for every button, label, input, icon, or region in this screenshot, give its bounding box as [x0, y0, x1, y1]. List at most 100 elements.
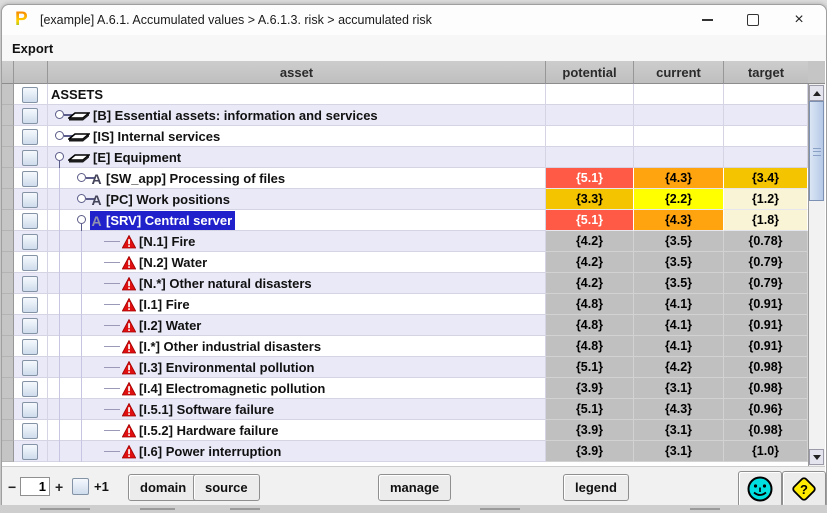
- asset-cell[interactable]: [I.*] Other industrial disasters: [48, 336, 546, 357]
- table-row[interactable]: [N.*] Other natural disasters {4.2} {3.5}{…: [2, 273, 825, 294]
- tree-node[interactable]: [N.*] Other natural disasters: [122, 274, 315, 293]
- tree-node[interactable]: [I.4] Electromagnetic pollution: [122, 379, 328, 398]
- tree-node[interactable]: [N.1] Fire: [122, 232, 198, 251]
- asset-cell[interactable]: [N.2] Water: [48, 252, 546, 273]
- asset-cell[interactable]: [N.1] Fire: [48, 231, 546, 252]
- row-checkbox[interactable]: [22, 255, 38, 271]
- plus-one-checkbox[interactable]: [72, 478, 89, 495]
- asset-cell[interactable]: [I.1] Fire: [48, 294, 546, 315]
- minimize-icon: [701, 19, 713, 21]
- row-checkbox[interactable]: [22, 402, 38, 418]
- zoom-out-button[interactable]: −: [8, 479, 17, 495]
- asset-cell[interactable]: [I.5.1] Software failure: [48, 399, 546, 420]
- header-current[interactable]: current: [634, 61, 724, 84]
- asset-cell[interactable]: [N.*] Other natural disasters: [48, 273, 546, 294]
- asset-cell[interactable]: [I.2] Water: [48, 315, 546, 336]
- vertical-scrollbar[interactable]: [808, 61, 825, 466]
- row-checkbox[interactable]: [22, 297, 38, 313]
- asset-cell[interactable]: [I.5.2] Hardware failure: [48, 420, 546, 441]
- header-potential[interactable]: potential: [546, 61, 634, 84]
- row-checkbox[interactable]: [22, 171, 38, 187]
- table-row[interactable]: [I.6] Power interruption {3.9} {3.1} {1.0}: [2, 441, 825, 462]
- row-checkbox[interactable]: [22, 87, 38, 103]
- tree-node[interactable]: [I.2] Water: [122, 316, 204, 335]
- tree-node[interactable]: [E] Equipment: [68, 148, 184, 167]
- table-row[interactable]: [E] Equipment: [2, 147, 825, 168]
- table-row[interactable]: [I.2] Water {4.8} {4.1} {0.91}: [2, 315, 825, 336]
- tree-node[interactable]: [I.6] Power interruption: [122, 442, 284, 461]
- zoom-in-button[interactable]: +: [55, 479, 64, 495]
- row-checkbox[interactable]: [22, 381, 38, 397]
- asset-cell[interactable]: [IS] Internal services: [48, 126, 546, 147]
- tree-node-selected[interactable]: A [SRV] Central server: [90, 211, 236, 230]
- row-checkbox[interactable]: [22, 276, 38, 292]
- tree-node[interactable]: [B] Essential assets: information and se…: [68, 106, 381, 125]
- minimize-button[interactable]: [684, 5, 730, 35]
- tree-node[interactable]: [N.2] Water: [122, 253, 210, 272]
- asset-cell[interactable]: A [PC] Work positions: [48, 189, 546, 210]
- table-row[interactable]: A [SRV] Central server {5.1} {4.3} {1.8}: [2, 210, 825, 231]
- row-checkbox[interactable]: [22, 360, 38, 376]
- row-checkbox[interactable]: [22, 234, 38, 250]
- table-row[interactable]: [I.4] Electromagnetic pollution {3.9} {3.1…: [2, 378, 825, 399]
- menu-export[interactable]: Export: [12, 40, 54, 56]
- tree-node-label: [IS] Internal services: [93, 129, 221, 144]
- asset-cell[interactable]: A [SRV] Central server: [48, 210, 546, 231]
- help-button[interactable]: ?: [782, 471, 826, 507]
- row-checkbox[interactable]: [22, 339, 38, 355]
- table-row[interactable]: [I.*] Other industrial disasters {4.8} {4.…: [2, 336, 825, 357]
- table-row[interactable]: [IS] Internal services: [2, 126, 825, 147]
- row-checkbox[interactable]: [22, 444, 38, 460]
- table-row[interactable]: [I.5.2] Hardware failure {3.9} {3.1} {0.98}: [2, 420, 825, 441]
- scroll-up-button[interactable]: [809, 85, 824, 101]
- tree-node[interactable]: [I.1] Fire: [122, 295, 193, 314]
- asset-cell[interactable]: [E] Equipment: [48, 147, 546, 168]
- asset-cell[interactable]: [I.6] Power interruption: [48, 441, 546, 462]
- warning-icon: [122, 339, 136, 353]
- table-row[interactable]: A [PC] Work positions {3.3} {2.2} {1.2}: [2, 189, 825, 210]
- scrollbar-thumb[interactable]: [809, 101, 824, 201]
- row-checkbox[interactable]: [22, 192, 38, 208]
- table-row[interactable]: [B] Essential assets: information and se…: [2, 105, 825, 126]
- manage-button[interactable]: manage: [378, 474, 452, 501]
- checkbox-cell: [14, 126, 48, 147]
- asset-cell[interactable]: [I.4] Electromagnetic pollution: [48, 378, 546, 399]
- scroll-down-button[interactable]: [809, 449, 824, 465]
- tree-node[interactable]: [I.3] Environmental pollution: [122, 358, 318, 377]
- row-checkbox[interactable]: [22, 213, 38, 229]
- title-bar[interactable]: P [example] A.6.1. Accumulated values > …: [2, 5, 826, 35]
- tree-node[interactable]: [I.5.2] Hardware failure: [122, 421, 281, 440]
- tree-node[interactable]: [IS] Internal services: [68, 127, 223, 146]
- row-checkbox[interactable]: [22, 318, 38, 334]
- tree-node[interactable]: A [SW_app] Processing of files: [90, 169, 288, 188]
- tree-node[interactable]: A [PC] Work positions: [90, 190, 233, 209]
- row-checkbox[interactable]: [22, 108, 38, 124]
- table-row[interactable]: A [SW_app] Processing of files {5.1} {4.3}{…: [2, 168, 825, 189]
- header-target[interactable]: target: [724, 61, 808, 84]
- legend-button[interactable]: legend: [563, 474, 629, 501]
- table-row[interactable]: [N.2] Water {4.2} {3.5} {0.79}: [2, 252, 825, 273]
- header-asset[interactable]: asset: [48, 61, 546, 84]
- source-button[interactable]: source: [193, 474, 260, 501]
- asset-cell[interactable]: [B] Essential assets: information and se…: [48, 105, 546, 126]
- mood-button[interactable]: [738, 471, 782, 507]
- row-checkbox[interactable]: [22, 150, 38, 166]
- table-row[interactable]: [N.1] Fire {4.2} {3.5} {0.78}: [2, 231, 825, 252]
- asset-cell[interactable]: [I.3] Environmental pollution: [48, 357, 546, 378]
- table-row[interactable]: ASSETS: [2, 84, 825, 105]
- level-counter-input[interactable]: [20, 477, 50, 496]
- question-diamond-icon: ?: [792, 477, 816, 501]
- target-value-cell: {0.96}: [724, 399, 808, 420]
- close-button[interactable]: ×: [794, 11, 804, 28]
- table-row[interactable]: [I.3] Environmental pollution {5.1} {4.2}{…: [2, 357, 825, 378]
- maximize-button[interactable]: [730, 5, 776, 35]
- asset-cell[interactable]: A [SW_app] Processing of files: [48, 168, 546, 189]
- tree-node[interactable]: [I.*] Other industrial disasters: [122, 337, 324, 356]
- table-row[interactable]: [I.5.1] Software failure {5.1} {4.3} {0.96}: [2, 399, 825, 420]
- tree-node[interactable]: [I.5.1] Software failure: [122, 400, 277, 419]
- table-row[interactable]: [I.1] Fire {4.8} {4.1} {0.91}: [2, 294, 825, 315]
- row-checkbox[interactable]: [22, 129, 38, 145]
- domain-button[interactable]: domain: [128, 474, 199, 501]
- asset-cell[interactable]: ASSETS: [48, 84, 546, 105]
- row-checkbox[interactable]: [22, 423, 38, 439]
